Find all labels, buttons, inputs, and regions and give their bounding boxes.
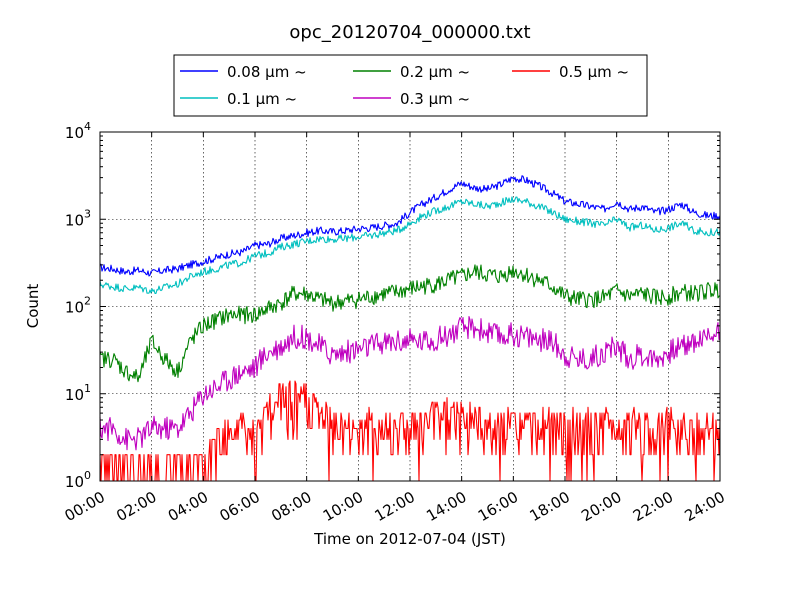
- series-line-1: [99, 196, 721, 295]
- x-tick-label: 04:00: [165, 488, 211, 525]
- legend: 0.08 µm ~ 0.1 µm ~ 0.2 µm ~ 0.3 µm ~ 0.5 µm …: [173, 54, 648, 117]
- legend-label: 0.2 µm ~: [400, 63, 470, 81]
- legend-label: 0.3 µm ~: [400, 90, 470, 108]
- legend-label: 0.1 µm ~: [227, 90, 297, 108]
- x-tick-label: 18:00: [527, 488, 573, 525]
- x-tick-label: 22:00: [630, 488, 676, 525]
- chart-title: opc_20120704_000000.txt: [289, 22, 530, 43]
- y-tick-label: 101: [65, 382, 91, 404]
- x-tick-label: 20:00: [578, 488, 624, 525]
- grid-layer: [100, 132, 720, 481]
- y-tick-label: 103: [65, 207, 91, 229]
- y-ticks-layer: 100 101 102 103 104: [65, 120, 720, 491]
- x-ticks-layer: 00:00 02:00 04:00 06:00 08:00 10:00 12:00 14:00…: [62, 132, 728, 525]
- series-line-0: [99, 175, 721, 277]
- series-line-2: [99, 264, 721, 383]
- series-line-3: [99, 315, 721, 451]
- x-axis-title: Time on 2012-07-04 (JST): [313, 530, 506, 548]
- x-tick-label: 14:00: [423, 488, 469, 525]
- y-tick-label: 104: [65, 120, 91, 142]
- x-tick-label: 06:00: [217, 488, 263, 525]
- x-tick-label: 02:00: [113, 488, 159, 525]
- x-tick-label: 24:00: [682, 488, 728, 525]
- y-tick-label: 102: [65, 295, 91, 317]
- legend-items: 0.08 µm ~ 0.1 µm ~ 0.2 µm ~ 0.3 µm ~ 0.5 µm …: [180, 63, 629, 108]
- legend-frame: [173, 54, 648, 117]
- x-tick-label: 12:00: [372, 488, 418, 525]
- x-tick-label: 16:00: [475, 488, 521, 525]
- x-tick-label: 08:00: [268, 488, 314, 525]
- legend-label: 0.08 µm ~: [227, 63, 307, 81]
- y-axis-title: Count: [24, 284, 42, 329]
- x-tick-label: 00:00: [62, 488, 108, 525]
- x-tick-label: 10:00: [320, 488, 366, 525]
- y-tick-label: 100: [65, 469, 91, 491]
- legend-label: 0.5 µm ~: [559, 63, 629, 81]
